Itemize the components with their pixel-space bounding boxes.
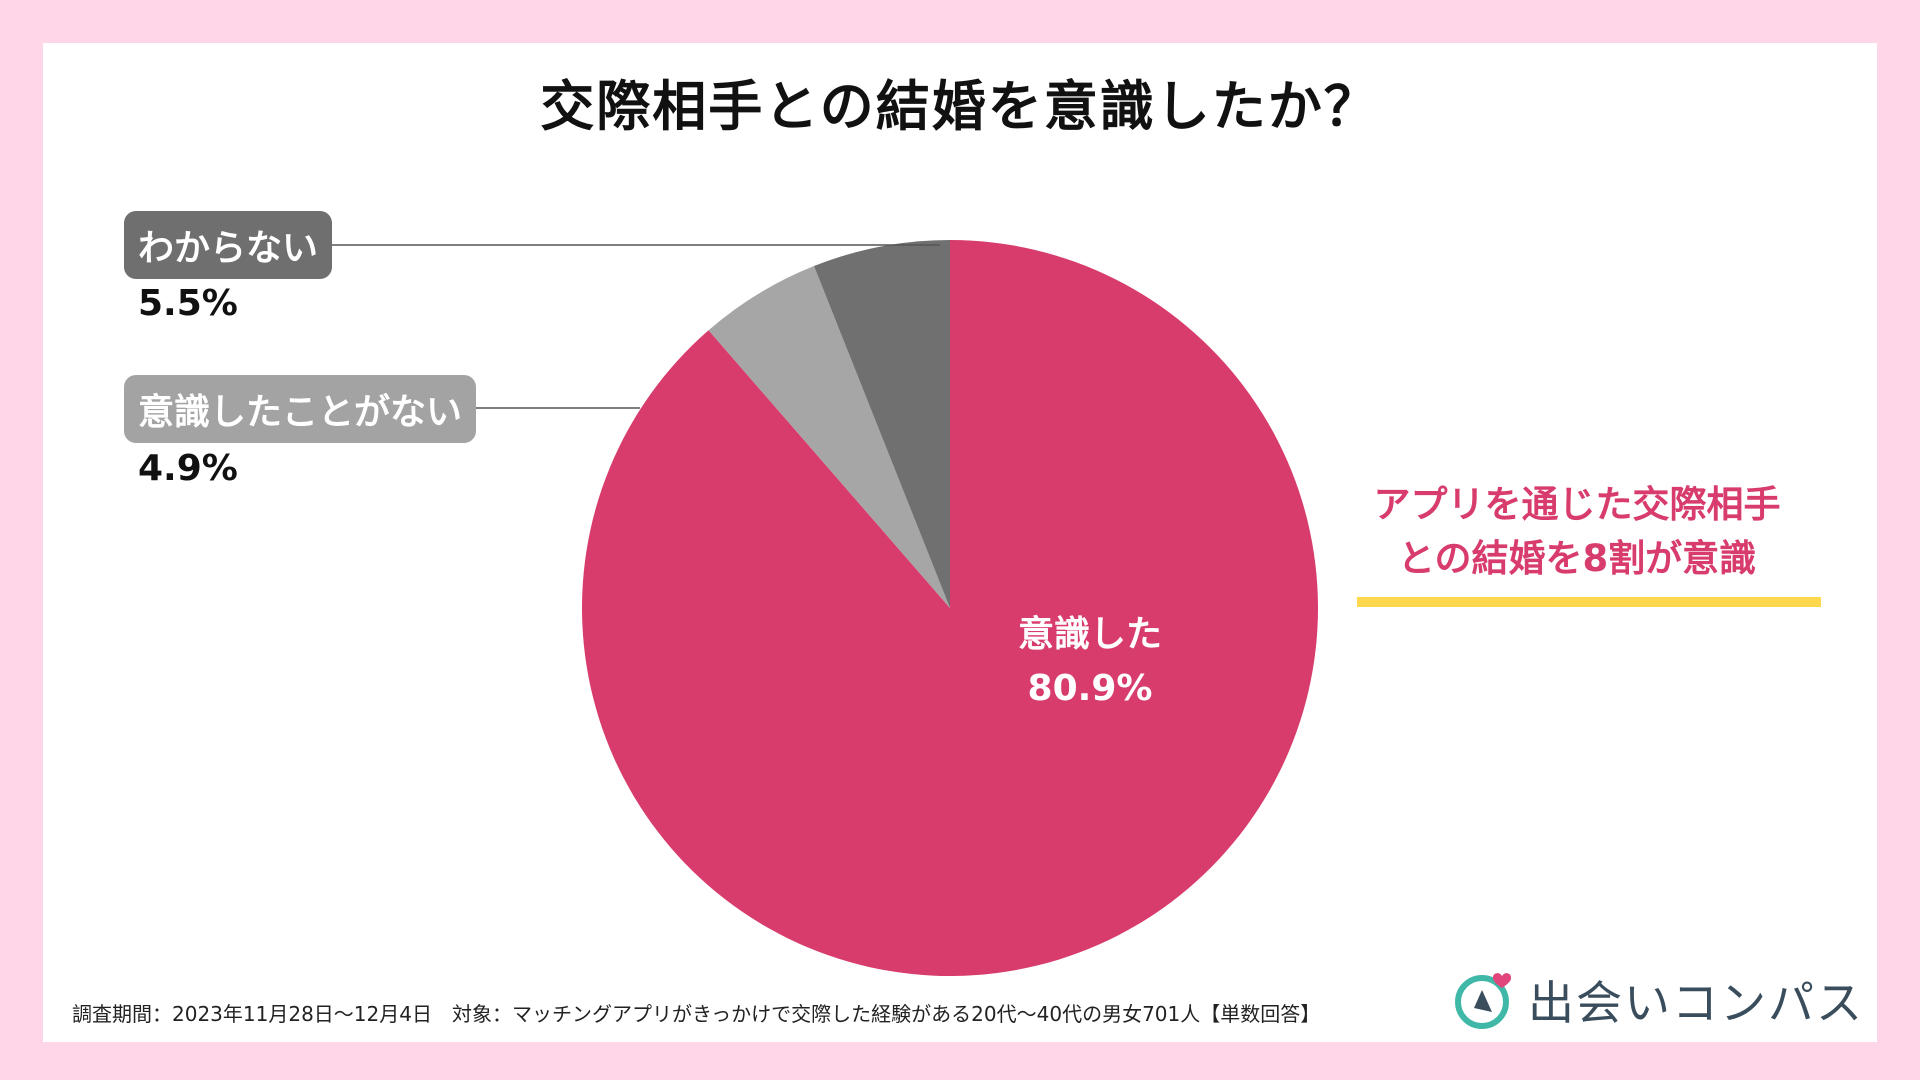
highlight-line-1: アプリを通じた交際相手 <box>1373 483 1781 526</box>
brand-logo: 出会いコンパス <box>1452 967 1864 1033</box>
slice-wakaranai <box>814 240 950 608</box>
legend-value-ishiki-nai: 4.9% <box>138 448 238 489</box>
highlight-underline <box>1357 597 1821 607</box>
slice-label-value: 80.9% <box>1027 668 1153 709</box>
highlight-callout: アプリを通じた交際相手 との結婚を8割が意識 <box>1337 478 1817 586</box>
legend-label-wakaranai: わからない <box>124 211 333 279</box>
highlight-line-2: との結婚を8割が意識 <box>1397 537 1757 580</box>
chart-title: 交際相手との結婚を意識したか？ <box>540 75 1380 138</box>
slice-label-name: 意識した <box>1017 614 1162 655</box>
brand-name: 出会いコンパス <box>1528 976 1864 1030</box>
compass-icon <box>1455 973 1512 1029</box>
legend-value-wakaranai: 5.5% <box>138 283 238 324</box>
legend-label-ishiki-nai: 意識したことがない <box>124 375 477 443</box>
slice-label-ishiki-shita: 意識した 80.9% <box>970 608 1210 716</box>
slice-ishiki-nai <box>708 266 950 608</box>
survey-footnote: 調査期間：2023年11月28日〜12月4日 対象：マッチングアプリがきっかけで… <box>72 1002 1321 1026</box>
